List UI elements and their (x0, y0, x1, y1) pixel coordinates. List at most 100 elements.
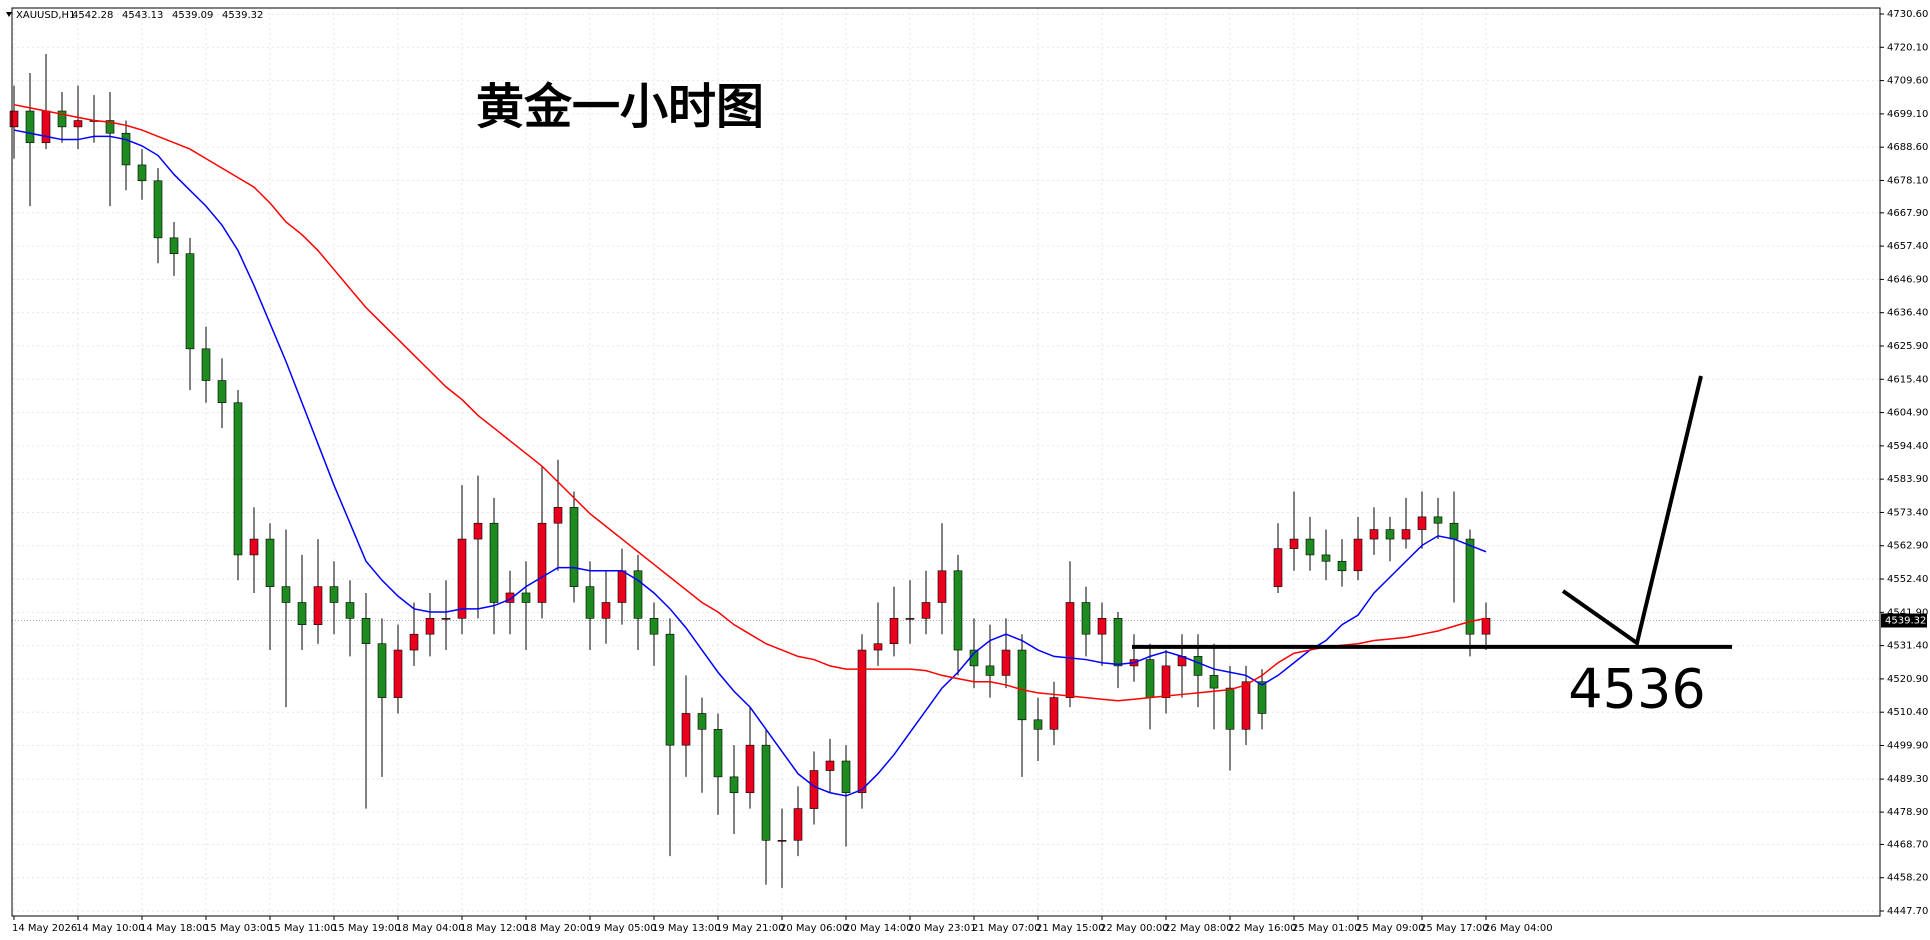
x-tick-label: 21 May 07:00 (972, 923, 1041, 934)
candle-body (425, 618, 435, 635)
y-tick-label: 4720.10 (1887, 42, 1928, 53)
candle-body (1033, 719, 1043, 730)
candle-body (1017, 649, 1027, 721)
y-tick-label: 4583.90 (1887, 474, 1928, 485)
candle-body (1209, 675, 1219, 689)
candle-body (361, 618, 371, 645)
candle-body (681, 713, 691, 746)
candle-body (297, 602, 307, 625)
y-tick-label: 4657.40 (1887, 241, 1928, 252)
y-tick-label: 4667.90 (1887, 208, 1928, 219)
y-tick-label: 4562.90 (1887, 541, 1928, 552)
candle-body (1273, 548, 1283, 587)
x-tick-label: 22 May 00:00 (1100, 923, 1169, 934)
candle-body (9, 110, 19, 128)
candle-body (841, 760, 851, 794)
candle-body (1417, 516, 1427, 530)
y-tick-label: 4573.40 (1887, 507, 1928, 518)
x-tick-label: 22 May 08:00 (1164, 923, 1233, 934)
candle-body (601, 602, 611, 619)
x-tick-label: 18 May 04:00 (396, 923, 465, 934)
candle-body (1449, 522, 1459, 540)
candle-body (505, 592, 515, 603)
candle-body (761, 744, 771, 841)
candle-body (921, 602, 931, 619)
x-tick-label: 26 May 04:00 (1484, 923, 1553, 934)
candle-body (1193, 656, 1203, 676)
quote-value: 4539.32 (222, 10, 263, 21)
y-tick-label: 4478.90 (1887, 807, 1928, 818)
plot-frame (11, 7, 1881, 917)
candle-body (169, 237, 179, 255)
candle-body (345, 602, 355, 619)
symbol: XAUUSD,H1 (16, 10, 75, 21)
y-tick-label: 4709.60 (1887, 76, 1928, 87)
candle-body (409, 633, 419, 651)
candle-body (393, 649, 403, 698)
candle-body (329, 586, 339, 603)
candle-body (521, 592, 531, 603)
y-tick-label: 4531.40 (1887, 641, 1928, 652)
candle-body (1145, 659, 1155, 698)
candle-body (1353, 538, 1363, 572)
y-tick-label: 4730.60 (1887, 9, 1928, 20)
candle-body (1465, 538, 1475, 635)
candle-body (473, 522, 483, 540)
candle-body (1065, 602, 1075, 698)
candle-body (185, 253, 195, 350)
candle-body (697, 713, 707, 730)
candle-body (1161, 665, 1171, 698)
candle-body (201, 348, 211, 381)
candle-body (153, 180, 163, 239)
candle-body (1321, 554, 1331, 562)
candle-body (249, 538, 259, 556)
candle-body (665, 633, 675, 746)
candle-body (1081, 602, 1091, 635)
candle-body (281, 586, 291, 603)
x-tick-label: 22 May 16:00 (1228, 923, 1297, 934)
x-tick-label: 25 May 17:00 (1420, 923, 1489, 934)
x-tick-label: 14 May 18:00 (140, 923, 209, 934)
candle-body (1001, 649, 1011, 676)
x-tick-label: 20 May 14:00 (844, 923, 913, 934)
x-tick-label: 19 May 13:00 (652, 923, 721, 934)
y-tick-label: 4625.90 (1887, 341, 1928, 352)
x-tick-label: 25 May 01:00 (1292, 923, 1361, 934)
y-tick-label: 4468.70 (1887, 839, 1928, 850)
candle-body (937, 570, 947, 603)
candle-body (857, 649, 867, 794)
candle-body (137, 164, 147, 182)
candle-body (489, 522, 499, 603)
candle-body (1113, 618, 1123, 667)
quote-value: 4542.28 (72, 10, 113, 21)
y-tick-label: 4615.40 (1887, 374, 1928, 385)
candle-body (777, 839, 787, 842)
plot (9, 53, 1880, 888)
candle-body (873, 643, 883, 651)
candle-body (825, 760, 835, 771)
candle-body (1433, 516, 1443, 524)
candle-body (985, 665, 995, 676)
candle-body (1385, 529, 1395, 540)
y-tick-label: 4499.90 (1887, 740, 1928, 751)
candle-body (1481, 618, 1491, 635)
y-tick-label: 4552.40 (1887, 574, 1928, 585)
candle-body (745, 744, 755, 794)
candle-body (25, 110, 35, 144)
candle-body (1401, 529, 1411, 540)
candle-body (649, 618, 659, 635)
y-tick-label: 4489.30 (1887, 774, 1928, 785)
x-tick-label: 18 May 12:00 (460, 923, 529, 934)
candle-body (1049, 697, 1059, 730)
y-tick-label: 4447.70 (1887, 906, 1928, 917)
candle-body (1305, 538, 1315, 556)
x-tick-label: 14 May 10:00 (76, 923, 145, 934)
x-tick-label: 20 May 06:00 (780, 923, 849, 934)
y-tick-label: 4520.90 (1887, 674, 1928, 685)
y-tick-label: 4646.90 (1887, 274, 1928, 285)
candle-body (1369, 529, 1379, 540)
menu-triangle (6, 12, 12, 17)
chart-title: 黄金一小时图 (476, 79, 764, 135)
candle-body (1097, 618, 1107, 635)
